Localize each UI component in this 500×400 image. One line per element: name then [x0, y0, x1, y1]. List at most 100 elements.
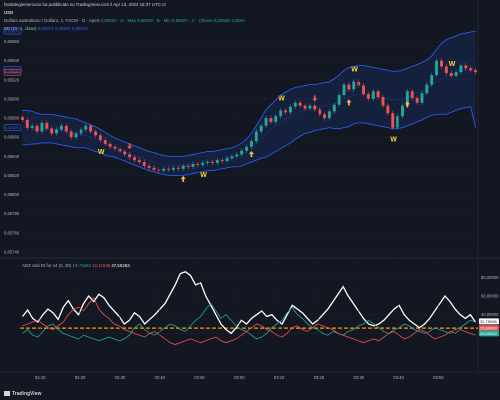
bb-fill [22, 31, 476, 176]
candle-body [298, 102, 302, 106]
tradingview-logo: TradingView [4, 391, 41, 397]
candle-body [201, 163, 205, 165]
adx-value-2: 12,11638 [92, 263, 111, 268]
price-tick-label: 0,65940 [4, 58, 20, 63]
candle-body [293, 102, 297, 107]
w-label: W [390, 137, 397, 144]
bb-values: 0,65971 0,65931 0,65870 [37, 26, 88, 31]
price-tick-label: 0,65760 [4, 230, 20, 235]
w-label: W [98, 149, 105, 156]
candle-body [376, 91, 380, 98]
candle-body [254, 131, 258, 142]
candle-body [55, 129, 59, 134]
candle-body [347, 84, 351, 90]
bb-middle-line [22, 69, 476, 167]
adx-label: ADX and DI for v4 (5, 20) [22, 263, 72, 268]
adx-badge-label: 32,75096 [480, 319, 497, 324]
candle-body [439, 60, 443, 67]
candle-body [464, 65, 468, 69]
candle-body [303, 105, 307, 109]
candle-body [469, 68, 473, 71]
symbol-title-line: Dollaro australiano / Dollaro, 1, FXCM ·… [4, 18, 245, 23]
candle-body [25, 120, 29, 128]
w-label: W [278, 95, 285, 102]
price-tick-label: 0,65780 [4, 211, 20, 216]
candle-body [94, 131, 97, 136]
bb-lower-line [22, 106, 476, 176]
candle-body [401, 105, 404, 117]
candle-body [284, 110, 288, 113]
adx-badge: 20,00000 [479, 330, 499, 337]
candle-body [391, 113, 395, 128]
w-label: W [351, 67, 358, 74]
buy-arrow-icon [248, 151, 254, 158]
adx-value-1: 19,79463 [72, 263, 91, 268]
candle-body [103, 140, 107, 144]
candle-body [89, 125, 93, 132]
candle-body [332, 104, 336, 112]
sell-arrow-icon [312, 95, 318, 102]
price-tick-label: 0,65840 [4, 154, 20, 159]
candle-body [415, 98, 419, 103]
candle-body [142, 162, 146, 166]
adx-tick-label: 60,00000 [481, 294, 499, 299]
candle-body [186, 165, 190, 167]
candle-body [444, 66, 448, 74]
candle-body [45, 122, 49, 129]
price-badge: 0,65971 [3, 27, 22, 35]
adx-legend: ADX and DI for v4 (5, 20) 19,79463 12,11… [22, 263, 130, 268]
candle-body [69, 131, 73, 138]
candle-body [118, 148, 122, 152]
buy-arrow-icon [180, 175, 186, 182]
buy-arrow-icon [404, 101, 410, 108]
candle-body [371, 91, 375, 99]
candle-body [215, 160, 219, 164]
adx-tick-label: 80,00000 [481, 275, 499, 280]
w-label: W [449, 61, 456, 68]
candle-body [225, 158, 229, 162]
time-tick-label: 02:50 [194, 375, 205, 380]
price-badge: 0,65928 [3, 68, 22, 76]
price-tick-label: 0,65960 [4, 39, 20, 44]
adx-badge-box [479, 318, 499, 325]
candle-body [108, 143, 112, 147]
time-tick-label: 03:50 [433, 375, 444, 380]
candle-body [157, 169, 161, 171]
candle-body [137, 160, 141, 163]
price-tick-label: 0,65920 [4, 77, 20, 82]
price-tick-label: 0,65900 [4, 96, 20, 101]
published-caption: fxstrategiemercurio ha pubblicato su Tra… [4, 2, 166, 7]
price-tick-label: 0,65860 [4, 135, 20, 140]
candle-body [430, 75, 434, 85]
ohlc-values: 0,65931 · H · Max 0,65930 · B · Min 0,65… [100, 18, 245, 23]
candle-body [410, 91, 414, 98]
candle-body [50, 128, 54, 134]
tradingview-mark-icon [4, 391, 10, 397]
bb-legend: BB (20, 2, close) 0,65971 0,65931 0,6587… [4, 26, 88, 31]
candle-body [235, 154, 239, 157]
time-tick-label: 03:20 [314, 375, 325, 380]
candle-body [249, 141, 253, 147]
candle-body [123, 151, 127, 155]
candle-body [59, 125, 63, 130]
time-tick-label: 02:40 [154, 375, 165, 380]
price-badge-label: 0,65870 [5, 125, 20, 130]
adx-line [22, 271, 476, 335]
time-tick-label: 03:10 [274, 375, 285, 380]
candle-body [327, 111, 331, 119]
candle-body [79, 129, 83, 134]
candle-body [245, 146, 249, 151]
candle-body [210, 162, 214, 164]
adx-badge: 32,75096 [479, 318, 499, 325]
bb-label: BB (20, 2, close) [4, 26, 37, 31]
price-badge: 0,65870 [3, 124, 22, 131]
candle-body [20, 117, 24, 120]
candle-body [425, 84, 429, 94]
candle-body [259, 125, 263, 132]
candle-body [396, 116, 400, 128]
candle-body [30, 125, 34, 128]
candle-body [459, 65, 463, 73]
candle-body [264, 118, 268, 126]
candle-body [98, 135, 102, 141]
